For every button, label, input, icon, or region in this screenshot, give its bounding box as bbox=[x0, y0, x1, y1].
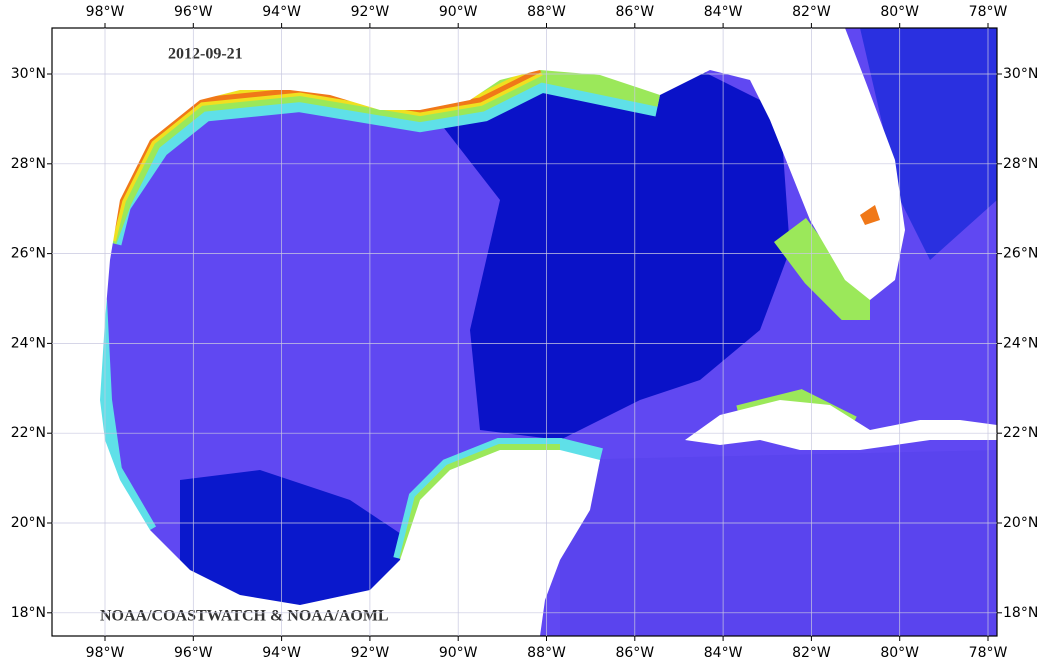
lon-label: 88°W bbox=[527, 645, 566, 661]
lat-label: 22°N bbox=[1003, 425, 1038, 441]
lat-label: 30°N bbox=[11, 66, 46, 82]
lat-label: 20°N bbox=[1003, 515, 1038, 531]
lon-label: 82°W bbox=[792, 645, 831, 661]
map-frame bbox=[51, 27, 998, 637]
lon-label: 82°W bbox=[792, 4, 831, 20]
lon-label: 86°W bbox=[615, 645, 654, 661]
lon-label: 84°W bbox=[704, 4, 743, 20]
lat-label: 22°N bbox=[11, 425, 46, 441]
lat-label: 26°N bbox=[11, 246, 46, 262]
lon-label: 84°W bbox=[704, 645, 743, 661]
credit-label: NOAA/COASTWATCH & NOAA/AOML bbox=[100, 608, 389, 625]
lon-label: 94°W bbox=[262, 4, 301, 20]
lat-label: 30°N bbox=[1003, 66, 1038, 82]
map-image bbox=[52, 28, 997, 636]
lon-label: 92°W bbox=[351, 645, 390, 661]
lon-label: 94°W bbox=[262, 645, 301, 661]
lon-label: 96°W bbox=[174, 645, 213, 661]
lat-label: 24°N bbox=[11, 335, 46, 351]
lon-label: 80°W bbox=[880, 645, 919, 661]
lon-label: 80°W bbox=[880, 4, 919, 20]
lon-label: 78°W bbox=[969, 645, 1008, 661]
lat-label: 18°N bbox=[1003, 605, 1038, 621]
lat-label: 18°N bbox=[11, 605, 46, 621]
lon-label: 96°W bbox=[174, 4, 213, 20]
lon-label: 92°W bbox=[351, 4, 390, 20]
lon-label: 90°W bbox=[439, 4, 478, 20]
lat-label: 26°N bbox=[1003, 246, 1038, 262]
lon-label: 78°W bbox=[969, 4, 1008, 20]
lat-label: 28°N bbox=[11, 156, 46, 172]
lat-label: 28°N bbox=[1003, 156, 1038, 172]
lon-label: 90°W bbox=[439, 645, 478, 661]
date-label: 2012-09-21 bbox=[168, 46, 243, 63]
lon-label: 98°W bbox=[86, 4, 125, 20]
lat-label: 24°N bbox=[1003, 335, 1038, 351]
lat-label: 20°N bbox=[11, 515, 46, 531]
lon-label: 88°W bbox=[527, 4, 566, 20]
lon-label: 98°W bbox=[86, 645, 125, 661]
lon-label: 86°W bbox=[615, 4, 654, 20]
